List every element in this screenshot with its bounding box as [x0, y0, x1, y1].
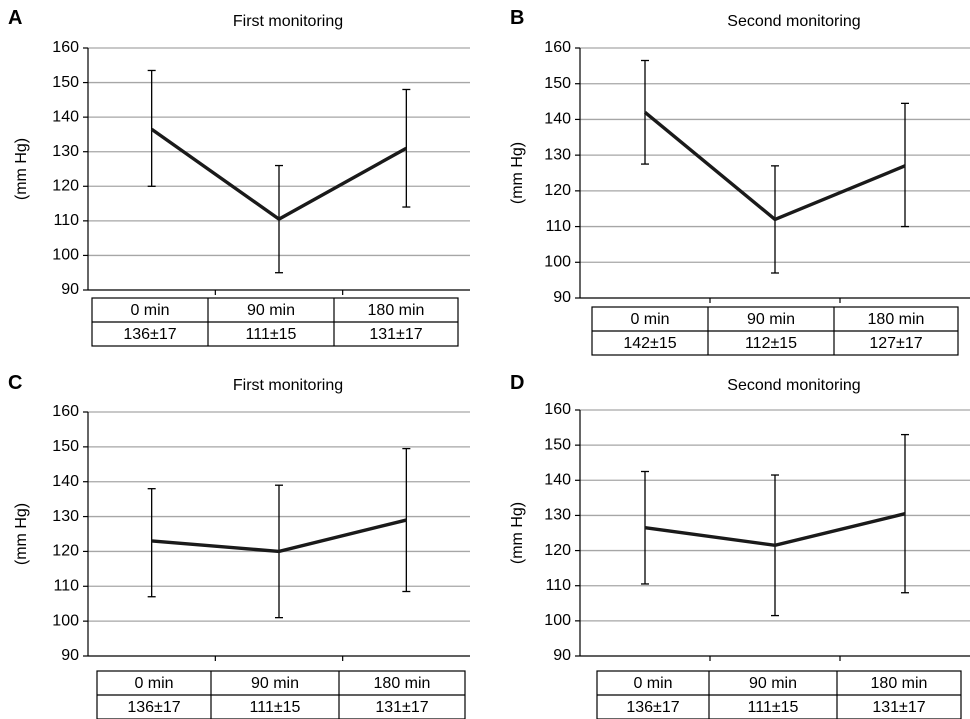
- y-tick-label: 150: [52, 74, 79, 91]
- y-axis-label: (mm Hg): [13, 503, 30, 565]
- data-table: 0 min 136±17 90 min 111±15 180 min 131±17: [596, 670, 962, 719]
- table-value-cell: 111±15: [748, 699, 799, 716]
- table-header-cell: 0 min: [134, 675, 173, 692]
- y-axis-label: (mm Hg): [509, 142, 526, 204]
- y-tick-label: 100: [52, 612, 79, 629]
- table-header-cell: 180 min: [368, 302, 425, 319]
- series-line: [643, 110, 906, 222]
- y-tick-label: 140: [544, 472, 571, 489]
- chart-title: Second monitoring: [727, 13, 860, 30]
- y-tick-label: 160: [52, 39, 79, 56]
- table-header-cell: 90 min: [251, 675, 299, 692]
- table-value-cell: 127±17: [869, 335, 922, 352]
- y-tick-label: 160: [544, 39, 571, 56]
- y-tick-label: 130: [52, 143, 79, 160]
- y-tick-label: 100: [544, 612, 571, 629]
- chart-title: First monitoring: [233, 377, 343, 394]
- panel-letter: A: [8, 7, 22, 29]
- error-bar: [901, 102, 909, 228]
- table-value-cell: 136±17: [123, 326, 176, 343]
- series-line: [151, 518, 407, 554]
- table-header-cell: 180 min: [871, 675, 928, 692]
- y-axis-label: (mm Hg): [509, 502, 526, 564]
- y-tick-label: 110: [53, 578, 79, 595]
- y-tick-label: 130: [544, 507, 571, 524]
- table-header-cell: 90 min: [747, 311, 795, 328]
- error-bar: [147, 69, 156, 187]
- y-tick-label: 160: [52, 403, 79, 420]
- table-header-cell: 0 min: [630, 311, 669, 328]
- y-tick-label: 110: [53, 212, 79, 229]
- panel-letter: B: [510, 7, 524, 29]
- table-value-cell: 136±17: [626, 699, 679, 716]
- table-value-cell: 111±15: [250, 699, 301, 716]
- y-tick-label: 90: [553, 289, 571, 306]
- table-header-cell: 0 min: [130, 302, 169, 319]
- y-tick-label: 140: [52, 108, 79, 125]
- table-value-cell: 131±17: [872, 699, 925, 716]
- chart-title: Second monitoring: [727, 377, 860, 394]
- y-tick-label: 160: [544, 401, 571, 418]
- y-tick-label: 140: [52, 473, 79, 490]
- table-header-cell: 90 min: [749, 675, 797, 692]
- y-tick-label: 150: [544, 436, 571, 453]
- chart-panel-b: B Second monitoring 90 100 110 120 130 140 150 16…: [509, 7, 970, 356]
- table-value-cell: 131±17: [369, 326, 422, 343]
- y-tick-label: 130: [52, 508, 79, 525]
- y-tick-label: 120: [52, 543, 79, 560]
- y-tick-label: 120: [52, 178, 79, 195]
- y-tick-label: 140: [544, 111, 571, 128]
- series-line: [644, 512, 906, 548]
- y-tick-label: 120: [544, 182, 571, 199]
- data-table: 0 min 142±15 90 min 112±15 180 min 127±17: [591, 306, 959, 356]
- y-tick-label: 100: [544, 254, 571, 271]
- error-bar: [147, 488, 156, 598]
- table-header-cell: 0 min: [633, 675, 672, 692]
- table-value-cell: 131±17: [375, 699, 428, 716]
- y-tick-label: 150: [544, 75, 571, 92]
- y-tick-label: 150: [52, 438, 79, 455]
- y-tick-label: 90: [61, 281, 79, 298]
- y-tick-label: 120: [544, 542, 571, 559]
- data-table: 0 min 136±17 90 min 111±15 180 min 131±17: [96, 670, 466, 719]
- y-axis-label: (mm Hg): [13, 138, 30, 200]
- chart-panel-a: A First monitoring 90 100 110 120 130 140 150 160…: [8, 7, 470, 347]
- table-value-cell: 111±15: [246, 326, 297, 343]
- y-tick-label: 90: [61, 647, 79, 664]
- table-value-cell: 112±15: [745, 335, 797, 352]
- chart-panel-d: D Second monitoring 90 100 110 120 130 140 150 16…: [509, 372, 970, 719]
- data-table: 0 min 136±17 90 min 111±15 180 min 131±17: [91, 297, 459, 347]
- table-header-cell: 90 min: [247, 302, 295, 319]
- table-header-cell: 180 min: [374, 675, 431, 692]
- panel-letter: C: [8, 372, 22, 394]
- table-value-cell: 142±15: [623, 335, 676, 352]
- y-tick-label: 130: [544, 146, 571, 163]
- y-tick-label: 110: [545, 577, 571, 594]
- table-header-cell: 180 min: [868, 311, 925, 328]
- y-tick-label: 90: [553, 647, 571, 664]
- y-tick-label: 100: [52, 247, 79, 264]
- table-value-cell: 136±17: [127, 699, 180, 716]
- chart-title: First monitoring: [233, 13, 343, 30]
- panel-letter: D: [510, 372, 524, 394]
- series-line: [150, 127, 408, 222]
- y-tick-label: 110: [545, 218, 571, 235]
- chart-panel-c: C First monitoring 90 100 110 120 130 140 150 160…: [8, 372, 470, 719]
